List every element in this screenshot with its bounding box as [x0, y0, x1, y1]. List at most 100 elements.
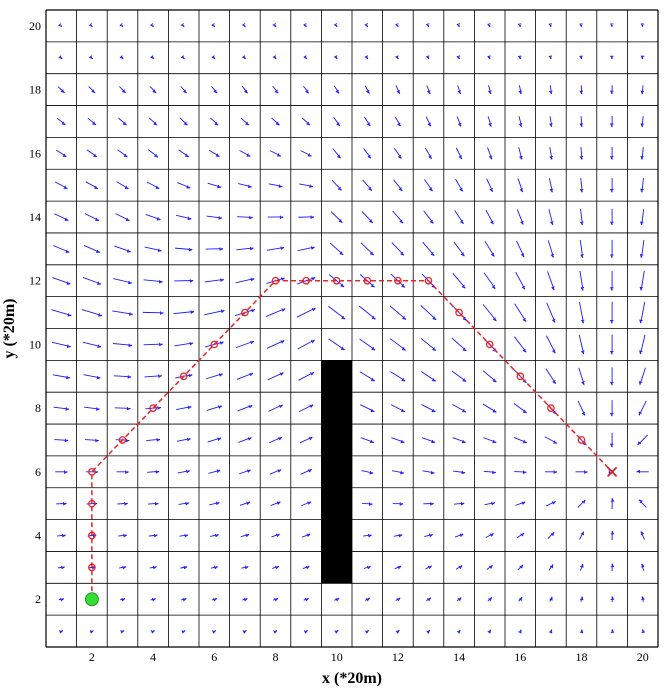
field-arrow-head — [519, 564, 524, 569]
field-arrow — [146, 438, 160, 442]
field-arrow-head — [401, 284, 406, 288]
field-arrow — [638, 499, 647, 508]
field-arrow-head — [250, 340, 255, 345]
field-arrow-head — [579, 188, 584, 193]
field-arrow-head — [186, 469, 190, 474]
field-arrow-head — [395, 23, 399, 28]
field-arrow-head — [609, 221, 614, 226]
y-tick-label: 12 — [29, 274, 41, 288]
path-point — [332, 276, 341, 285]
field-arrow — [147, 149, 159, 158]
field-arrow-head — [369, 251, 374, 256]
field-arrow-head — [308, 469, 312, 473]
field-arrow — [178, 502, 189, 505]
y-tick-label: 16 — [29, 146, 41, 160]
field-arrow — [115, 213, 130, 221]
field-arrow — [176, 438, 191, 442]
field-arrow-head — [303, 55, 307, 60]
field-arrow-head — [333, 55, 338, 60]
field-arrow — [299, 183, 313, 187]
field-arrow — [456, 116, 462, 127]
field-arrow — [391, 437, 405, 443]
field-arrow — [455, 147, 463, 160]
field-arrow-head — [334, 630, 339, 634]
field-arrow-head — [158, 374, 162, 378]
field-arrow — [457, 85, 461, 94]
field-arrow-head — [490, 252, 495, 257]
field-arrow — [393, 534, 403, 537]
field-arrow-head — [579, 156, 584, 160]
field-arrow — [54, 181, 68, 189]
field-arrow-head — [459, 533, 464, 538]
field-arrow — [149, 86, 157, 94]
field-arrow-head — [281, 308, 286, 312]
field-arrow-head — [459, 187, 463, 192]
path-point — [241, 308, 249, 317]
field-arrow-head — [431, 378, 436, 382]
field-arrow-head — [305, 565, 310, 570]
field-arrow — [299, 436, 313, 444]
field-arrow — [513, 436, 527, 443]
path-point — [210, 340, 219, 349]
field-arrow-head — [124, 185, 129, 190]
field-arrow-head — [184, 153, 189, 158]
field-arrow-head — [60, 89, 65, 93]
field-arrow-head — [340, 346, 345, 351]
field-arrow-head — [427, 565, 432, 570]
field-arrow-head — [456, 23, 461, 28]
field-arrow — [300, 150, 312, 157]
field-arrow-head — [579, 90, 584, 95]
field-arrow-head — [279, 215, 284, 220]
field-arrow — [483, 437, 497, 443]
field-arrow-head — [278, 436, 283, 441]
y-tick-label: 2 — [35, 592, 41, 606]
field-arrow-head — [549, 123, 553, 128]
field-arrow — [119, 86, 126, 94]
field-arrow-head — [311, 307, 316, 312]
field-arrow — [269, 469, 282, 475]
field-arrow — [483, 470, 496, 473]
field-arrow — [641, 178, 644, 193]
field-arrow-head — [487, 55, 491, 60]
x-tick-label: 2 — [89, 650, 95, 664]
field-arrow-head — [428, 155, 432, 160]
field-arrow-head — [279, 372, 284, 376]
field-arrow — [56, 117, 66, 125]
field-arrow-head — [306, 121, 311, 126]
x-tick-label: 12 — [392, 650, 404, 664]
field-arrow-head — [249, 372, 254, 377]
field-arrow-head — [462, 409, 466, 413]
field-arrow-head — [641, 563, 645, 568]
field-arrow-head — [368, 533, 372, 538]
field-arrow-head — [123, 153, 128, 158]
field-arrow — [330, 211, 343, 223]
field-arrow-head — [341, 315, 346, 320]
field-arrow — [358, 305, 376, 320]
x-axis-title: x (*20m) — [322, 670, 382, 687]
field-arrow — [453, 502, 465, 505]
field-arrow — [239, 469, 251, 475]
field-arrow — [239, 501, 250, 506]
obstacle — [321, 360, 352, 584]
field-arrow — [579, 531, 584, 540]
field-arrow-head — [641, 596, 645, 601]
field-arrow — [333, 116, 341, 127]
field-arrow — [484, 502, 495, 506]
field-arrow-head — [610, 530, 615, 535]
field-arrow-head — [639, 350, 643, 355]
x-tick-label: 14 — [453, 650, 465, 664]
goal-marker — [606, 466, 618, 477]
field-arrow-head — [153, 121, 158, 126]
field-arrow-head — [276, 501, 281, 505]
field-arrow-head — [580, 254, 584, 258]
field-arrow — [362, 534, 372, 537]
field-arrow-head — [395, 629, 400, 634]
obstacle-layer — [321, 360, 352, 584]
field-arrow-head — [430, 502, 434, 506]
field-arrow-head — [640, 221, 644, 226]
field-arrow-head — [401, 316, 407, 320]
field-arrow-head — [429, 533, 433, 538]
field-arrow-head — [278, 184, 283, 188]
field-arrow-head — [129, 312, 133, 316]
path-point — [577, 436, 586, 444]
